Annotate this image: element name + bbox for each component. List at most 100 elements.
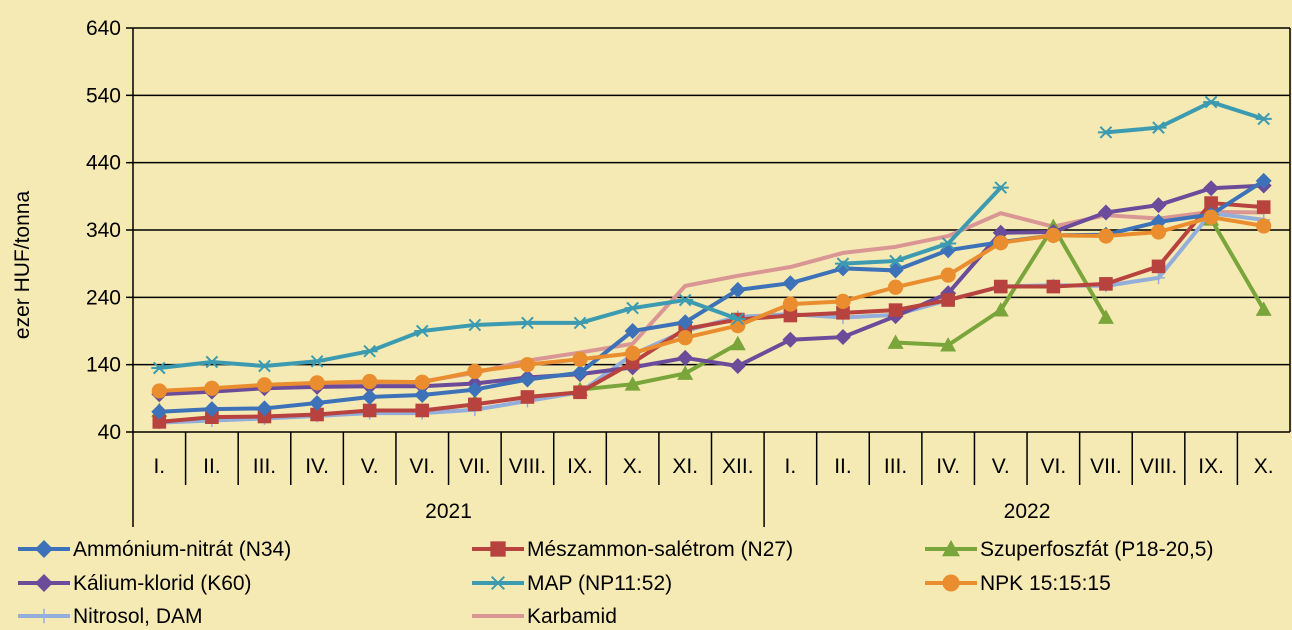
legend-label: Szuperfoszfát (P18-20,5) [980, 538, 1213, 561]
x-tick-label: II. [834, 455, 852, 478]
data-point [888, 303, 903, 317]
x-tick-label: VI. [1040, 455, 1066, 478]
x-tick-label: X. [623, 455, 643, 478]
legend-label: Karbamid [527, 605, 617, 628]
data-point-stroke [1099, 126, 1113, 139]
data-point [992, 181, 1009, 194]
x-tick-label: I. [153, 455, 165, 478]
legend-marker [35, 574, 53, 592]
data-point [993, 235, 1009, 251]
data-point-stroke [731, 312, 745, 326]
x-tick-label: V. [361, 455, 379, 478]
data-point [1204, 196, 1218, 210]
x-tick-label: IX. [567, 455, 593, 478]
legend-item: Mészammon-salétrom (N27) [472, 538, 793, 561]
legend-marker [942, 574, 960, 592]
data-point [361, 344, 378, 358]
legend-marker [36, 608, 52, 624]
legend-label: Nitrosol, DAM [73, 605, 203, 628]
legend-label: Ammónium-nitrát (N34) [73, 538, 291, 561]
data-point [362, 373, 378, 390]
data-point [203, 401, 220, 418]
data-point [468, 397, 482, 412]
y-tick-label: 340 [86, 219, 121, 242]
data-point [941, 293, 955, 307]
y-tick-label: 540 [86, 84, 121, 107]
data-point [151, 361, 168, 375]
x-tick-label: VIII. [1140, 455, 1177, 478]
series-line [1103, 100, 1266, 135]
data-point-stroke [363, 344, 376, 358]
legend-marker [489, 575, 507, 591]
data-point [1255, 301, 1272, 316]
data-point [729, 312, 746, 326]
series-line [157, 211, 1266, 425]
data-point-stroke [836, 257, 850, 270]
data-point [152, 415, 167, 429]
data-point [466, 318, 483, 332]
data-point [1256, 200, 1271, 214]
series-line [840, 185, 1003, 266]
data-point-stroke [1204, 95, 1218, 109]
data-point-stroke [521, 316, 534, 330]
data-point [1152, 271, 1165, 285]
legend-item: MAP (NP11:52) [472, 572, 672, 595]
axes [132, 28, 1291, 527]
data-point [520, 390, 535, 404]
data-point [519, 371, 536, 388]
data-point [729, 335, 746, 351]
x-tick-label: I. [785, 455, 797, 478]
data-point [1150, 197, 1167, 214]
data-point [573, 385, 587, 400]
data-point [362, 403, 377, 418]
data-point [256, 377, 273, 393]
data-point [834, 257, 851, 270]
x-tick-label: VI. [409, 455, 435, 478]
data-point [887, 279, 904, 295]
x-tick-label: IV. [936, 455, 960, 478]
data-point [677, 349, 694, 366]
data-point [834, 329, 851, 346]
data-point [782, 331, 799, 348]
data-point-stroke [994, 181, 1008, 194]
data-point [1203, 180, 1220, 197]
data-point [677, 293, 694, 307]
x-tick-label: VII. [459, 455, 491, 478]
data-point [414, 324, 431, 338]
series-lines [151, 95, 1272, 429]
series-1 [152, 196, 1271, 429]
legend-item: Szuperfoszfát (P18-20,5) [925, 538, 1213, 561]
data-point [887, 254, 904, 268]
x-tick-label: V. [992, 455, 1010, 478]
series-4 [151, 95, 1272, 375]
data-point [782, 275, 799, 292]
data-point [1256, 218, 1272, 234]
y-tick-label: 640 [86, 17, 121, 40]
legend-item: NPK 15:15:15 [925, 572, 1111, 595]
data-point-stroke [468, 318, 482, 332]
series-line [1209, 217, 1266, 312]
data-point-stroke [490, 575, 506, 591]
data-point [414, 374, 430, 390]
data-point [992, 302, 1009, 317]
data-point-stroke [1152, 121, 1165, 134]
legend-item: Nitrosol, DAM [18, 605, 203, 628]
data-point-stroke [205, 355, 219, 369]
data-point [1097, 204, 1114, 221]
x-tick-label: XII. [722, 455, 754, 478]
data-point-stroke [889, 254, 902, 268]
data-point [572, 364, 589, 381]
data-point [887, 262, 904, 279]
data-point [1046, 279, 1061, 294]
data-point [993, 279, 1008, 294]
legend-item: Karbamid [472, 605, 617, 628]
data-point-stroke [258, 359, 271, 373]
data-point [572, 351, 588, 367]
data-point [205, 410, 219, 424]
data-point [572, 316, 589, 330]
data-point [256, 400, 273, 417]
series-5 [151, 209, 1272, 399]
data-point [414, 386, 431, 403]
x-axis-years: 2021 2022 [425, 485, 1050, 527]
data-point [677, 330, 693, 346]
